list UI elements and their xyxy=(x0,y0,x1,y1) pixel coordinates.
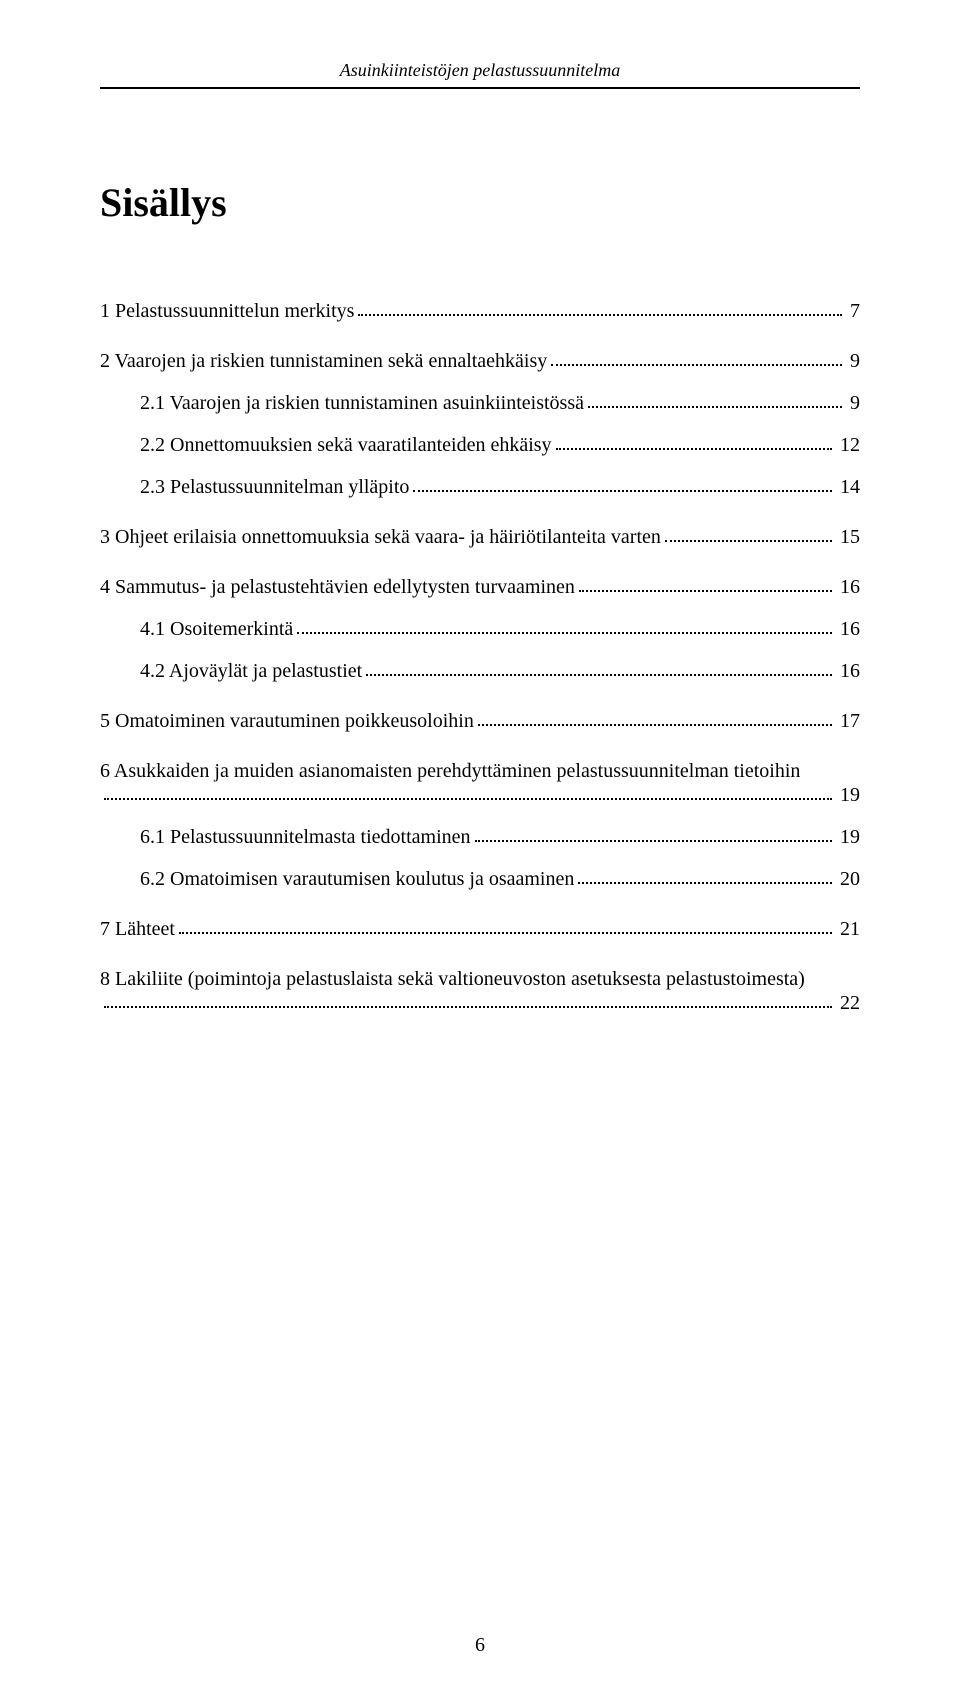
toc-label: 4.1 Osoitemerkintä xyxy=(140,614,293,644)
toc-page: 9 xyxy=(846,346,860,376)
toc-entry: 2 Vaarojen ja riskien tunnistaminen sekä… xyxy=(100,346,860,376)
toc-leader xyxy=(478,723,832,726)
page: Asuinkiinteistöjen pelastussuunnitelma S… xyxy=(0,0,960,1697)
toc-label: 1 Pelastussuunnittelun merkitys xyxy=(100,296,354,326)
toc-leader xyxy=(588,405,842,408)
toc-group: 3 Ohjeet erilaisia onnettomuuksia sekä v… xyxy=(100,522,860,552)
header-rule xyxy=(100,87,860,89)
header-title: Asuinkiinteistöjen pelastussuunnitelma xyxy=(100,60,860,87)
toc-page: 15 xyxy=(836,522,860,552)
toc-page: 19 xyxy=(836,822,860,852)
toc-page: 7 xyxy=(846,296,860,326)
toc-page: 14 xyxy=(836,472,860,502)
toc-label: 5 Omatoiminen varautuminen poikkeusoloih… xyxy=(100,706,474,736)
toc-label: 8 Lakiliite (poimintoja pelastuslaista s… xyxy=(100,964,805,994)
toc-page: 21 xyxy=(836,914,860,944)
toc-leader xyxy=(579,589,832,592)
toc-label: 7 Lähteet xyxy=(100,914,175,944)
toc-entry: 5 Omatoiminen varautuminen poikkeusoloih… xyxy=(100,706,860,736)
toc-page: 12 xyxy=(836,430,860,460)
toc-group: 8 Lakiliite (poimintoja pelastuslaista s… xyxy=(100,964,860,1018)
toc-label: 6.2 Omatoimisen varautumisen koulutus ja… xyxy=(140,864,574,894)
toc-label: 2.3 Pelastussuunnitelman ylläpito xyxy=(140,472,409,502)
page-title: Sisällys xyxy=(100,179,860,226)
toc-label: 3 Ohjeet erilaisia onnettomuuksia sekä v… xyxy=(100,522,661,552)
toc-entry: 7 Lähteet 21 xyxy=(100,914,860,944)
toc-leader xyxy=(297,631,832,634)
toc-entry: 4 Sammutus- ja pelastustehtävien edellyt… xyxy=(100,572,860,602)
toc-entry: 1 Pelastussuunnittelun merkitys 7 xyxy=(100,296,860,326)
toc-group: 6 Asukkaiden ja muiden asianomaisten per… xyxy=(100,756,860,894)
toc-label: 2 Vaarojen ja riskien tunnistaminen sekä… xyxy=(100,346,547,376)
page-number: 6 xyxy=(0,1634,960,1657)
toc-page: 17 xyxy=(836,706,860,736)
toc-leader xyxy=(551,363,842,366)
toc-leader xyxy=(578,881,832,884)
toc-group: 5 Omatoiminen varautuminen poikkeusoloih… xyxy=(100,706,860,736)
toc-label: 2.2 Onnettomuuksien sekä vaaratilanteide… xyxy=(140,430,552,460)
toc-page: 16 xyxy=(836,614,860,644)
toc-label: 4 Sammutus- ja pelastustehtävien edellyt… xyxy=(100,572,575,602)
toc-entry: 2.2 Onnettomuuksien sekä vaaratilanteide… xyxy=(100,430,860,460)
toc-leader xyxy=(366,673,832,676)
toc-page: 16 xyxy=(836,572,860,602)
toc-label: 4.2 Ajoväylät ja pelastustiet xyxy=(140,656,362,686)
toc-label: 2.1 Vaarojen ja riskien tunnistaminen as… xyxy=(140,388,584,418)
toc-page: 9 xyxy=(846,388,860,418)
toc-leader xyxy=(665,539,832,542)
toc-page: 16 xyxy=(836,656,860,686)
toc-leader xyxy=(475,839,832,842)
toc-group: 4 Sammutus- ja pelastustehtävien edellyt… xyxy=(100,572,860,686)
toc-entry: 8 Lakiliite (poimintoja pelastuslaista s… xyxy=(100,964,860,994)
toc-entry: 6 Asukkaiden ja muiden asianomaisten per… xyxy=(100,756,860,786)
toc-entry: 4.2 Ajoväylät ja pelastustiet 16 xyxy=(100,656,860,686)
toc-entry: 4.1 Osoitemerkintä 16 xyxy=(100,614,860,644)
toc-label: 6 Asukkaiden ja muiden asianomaisten per… xyxy=(100,756,800,786)
toc-entry: 2.1 Vaarojen ja riskien tunnistaminen as… xyxy=(100,388,860,418)
toc-entry: 2.3 Pelastussuunnitelman ylläpito 14 xyxy=(100,472,860,502)
toc-page: 22 xyxy=(836,988,860,1018)
toc-page: 19 xyxy=(836,780,860,810)
toc-page: 20 xyxy=(836,864,860,894)
toc-entry: 6.1 Pelastussuunnitelmasta tiedottaminen… xyxy=(100,822,860,852)
toc-label: 6.1 Pelastussuunnitelmasta tiedottaminen xyxy=(140,822,471,852)
toc-leader xyxy=(179,931,832,934)
toc-leader xyxy=(104,1005,832,1008)
toc-leader xyxy=(358,313,842,316)
table-of-contents: 1 Pelastussuunnittelun merkitys 7 2 Vaar… xyxy=(100,296,860,1018)
toc-leader xyxy=(556,447,832,450)
toc-group: 1 Pelastussuunnittelun merkitys 7 xyxy=(100,296,860,326)
toc-entry: 3 Ohjeet erilaisia onnettomuuksia sekä v… xyxy=(100,522,860,552)
toc-group: 7 Lähteet 21 xyxy=(100,914,860,944)
toc-leader xyxy=(104,797,832,800)
toc-leader xyxy=(413,489,832,492)
toc-group: 2 Vaarojen ja riskien tunnistaminen sekä… xyxy=(100,346,860,502)
toc-entry: 6.2 Omatoimisen varautumisen koulutus ja… xyxy=(100,864,860,894)
